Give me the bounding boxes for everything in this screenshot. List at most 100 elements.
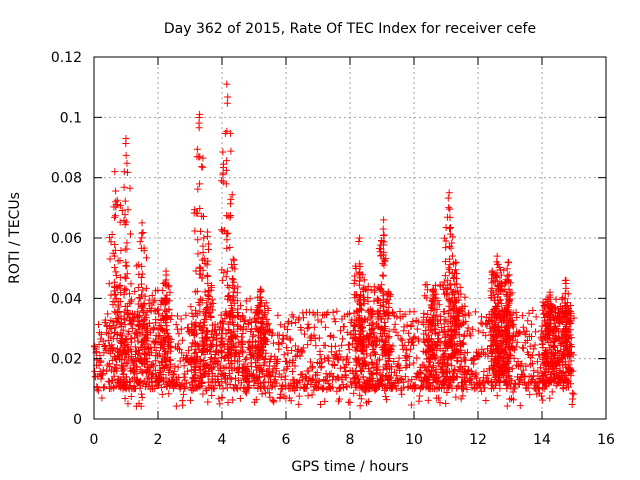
data-point <box>216 319 224 327</box>
data-point <box>402 346 410 354</box>
data-point <box>95 362 103 370</box>
data-point <box>356 359 364 367</box>
data-point <box>445 302 453 310</box>
data-point <box>561 325 569 333</box>
data-point <box>378 332 386 340</box>
data-point <box>123 262 131 270</box>
data-point <box>338 376 346 384</box>
data-point <box>464 324 472 332</box>
data-point <box>543 348 551 356</box>
data-point <box>140 301 148 309</box>
data-point <box>138 270 146 278</box>
data-point <box>339 381 347 389</box>
data-point <box>228 357 236 365</box>
data-point <box>531 341 539 349</box>
data-point <box>115 307 123 315</box>
data-point <box>500 266 508 274</box>
data-point <box>338 341 346 349</box>
data-point <box>126 317 134 325</box>
data-point <box>164 343 172 351</box>
data-point <box>493 269 501 277</box>
data-point <box>289 313 297 321</box>
data-point <box>539 384 547 392</box>
data-point <box>457 290 465 298</box>
data-point <box>509 396 517 404</box>
data-point <box>196 301 204 309</box>
data-point <box>539 353 547 361</box>
data-point <box>198 163 206 171</box>
data-point <box>148 378 156 386</box>
data-point <box>357 395 365 403</box>
data-point <box>527 320 535 328</box>
data-point <box>213 330 221 338</box>
data-point <box>397 335 405 343</box>
data-point <box>317 318 325 326</box>
data-point <box>386 363 394 371</box>
data-point <box>351 330 359 338</box>
data-point <box>289 356 297 364</box>
data-point <box>550 378 558 386</box>
data-point <box>222 379 230 387</box>
data-point <box>519 344 527 352</box>
data-point <box>216 400 224 408</box>
data-point <box>445 204 453 212</box>
data-point <box>532 328 540 336</box>
data-point <box>200 234 208 242</box>
data-point <box>458 307 466 315</box>
data-point <box>410 382 418 390</box>
data-point <box>345 358 353 366</box>
data-point <box>245 383 253 391</box>
data-point <box>113 335 121 343</box>
data-point <box>100 342 108 350</box>
data-point <box>352 356 360 364</box>
data-point <box>172 321 180 329</box>
data-point <box>111 329 119 337</box>
data-point <box>220 364 228 372</box>
data-point <box>436 338 444 346</box>
data-point <box>541 361 549 369</box>
data-point <box>368 325 376 333</box>
data-point <box>501 346 509 354</box>
data-point <box>211 359 219 367</box>
data-point <box>240 317 248 325</box>
grid-lines <box>94 57 606 419</box>
data-point <box>244 320 252 328</box>
data-point <box>423 281 431 289</box>
data-point <box>193 352 201 360</box>
data-point <box>404 377 412 385</box>
data-point <box>122 151 130 159</box>
data-point <box>490 361 498 369</box>
data-point <box>242 297 250 305</box>
data-point <box>542 375 550 383</box>
data-point <box>391 320 399 328</box>
data-point <box>162 374 170 382</box>
data-point <box>442 399 450 407</box>
data-point <box>461 311 469 319</box>
data-point <box>386 345 394 353</box>
data-point <box>163 314 171 322</box>
data-point <box>536 364 544 372</box>
data-point <box>161 327 169 335</box>
data-point <box>191 227 199 235</box>
data-point <box>225 326 233 334</box>
data-point <box>446 205 454 213</box>
data-point <box>432 374 440 382</box>
data-point <box>259 342 267 350</box>
data-point <box>459 392 467 400</box>
data-point <box>124 206 132 214</box>
data-point <box>272 367 280 375</box>
data-point <box>410 359 418 367</box>
data-point <box>365 397 373 405</box>
data-point <box>260 373 268 381</box>
data-point <box>135 283 143 291</box>
data-point <box>568 389 576 397</box>
data-point <box>265 328 273 336</box>
data-point <box>260 334 268 342</box>
data-point <box>199 154 207 162</box>
data-point <box>484 372 492 380</box>
data-point <box>137 244 145 252</box>
data-point <box>239 326 247 334</box>
data-point <box>111 240 119 248</box>
data-point <box>142 311 150 319</box>
data-point <box>295 392 303 400</box>
